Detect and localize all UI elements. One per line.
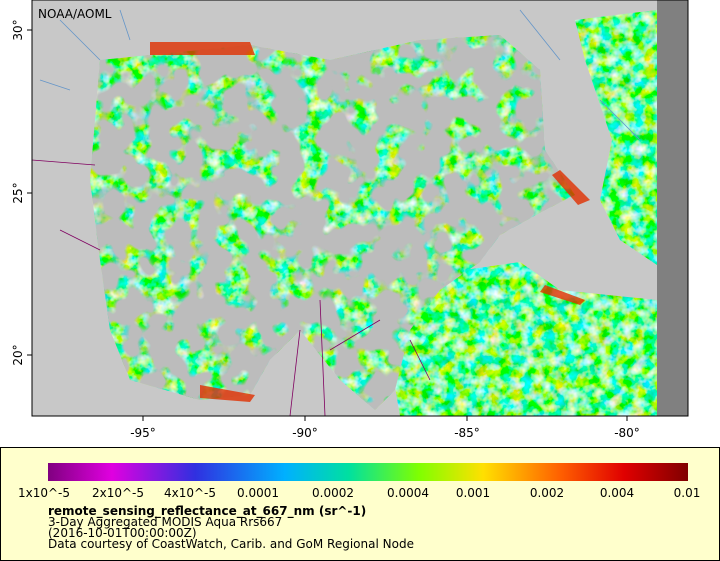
- colorbar-label: 0.002: [530, 486, 564, 500]
- ocean: [90, 10, 657, 416]
- no-data: [657, 0, 688, 416]
- legend-line: (2016-10-01T00:00:00Z): [48, 526, 197, 540]
- colorbar: [48, 463, 688, 481]
- colorbar-label: 0.0002: [312, 486, 354, 500]
- lat-label: 25°: [11, 182, 25, 203]
- legend-line: 3-Day Aggregated MODIS Aqua Rrs667: [48, 515, 282, 529]
- map: NOAA/AOML: [32, 0, 688, 416]
- map-frame: [31, 0, 689, 417]
- rivers: [39, 9, 641, 141]
- lon-label: -90°: [292, 426, 318, 440]
- colorbar-labels: 1x10^-5 2x10^-5 4x10^-5 0.0001 0.0002 0.0004 0…: [18, 486, 700, 500]
- lat-label: 20°: [11, 344, 25, 365]
- colorbar-label: 0.0001: [237, 486, 279, 500]
- legend-line: Data courtesy of CoastWatch, Carib. and …: [48, 537, 414, 551]
- colorbar-label: 2x10^-5: [92, 486, 144, 500]
- credit: NOAA/AOML: [38, 7, 112, 21]
- colorbar-label: 0.004: [600, 486, 634, 500]
- legend-title: remote_sensing_reflectance_at_667_nm (sr…: [48, 504, 366, 519]
- borders: [32, 159, 431, 416]
- colorbar-label: 0.01: [674, 486, 701, 500]
- colorbar-label: 0.0004: [387, 486, 429, 500]
- lon-label: -80°: [614, 426, 640, 440]
- lat-label: 30°: [11, 19, 25, 40]
- colorbar-label: 1x10^-5: [18, 486, 70, 500]
- axis-ticks: 30° 25° 20° -95° -90° -85° -80°: [11, 19, 640, 440]
- lon-label: -95°: [130, 426, 156, 440]
- colorbar-label: 4x10^-5: [164, 486, 216, 500]
- colorbar-label: 0.001: [456, 486, 490, 500]
- lon-label: -85°: [454, 426, 480, 440]
